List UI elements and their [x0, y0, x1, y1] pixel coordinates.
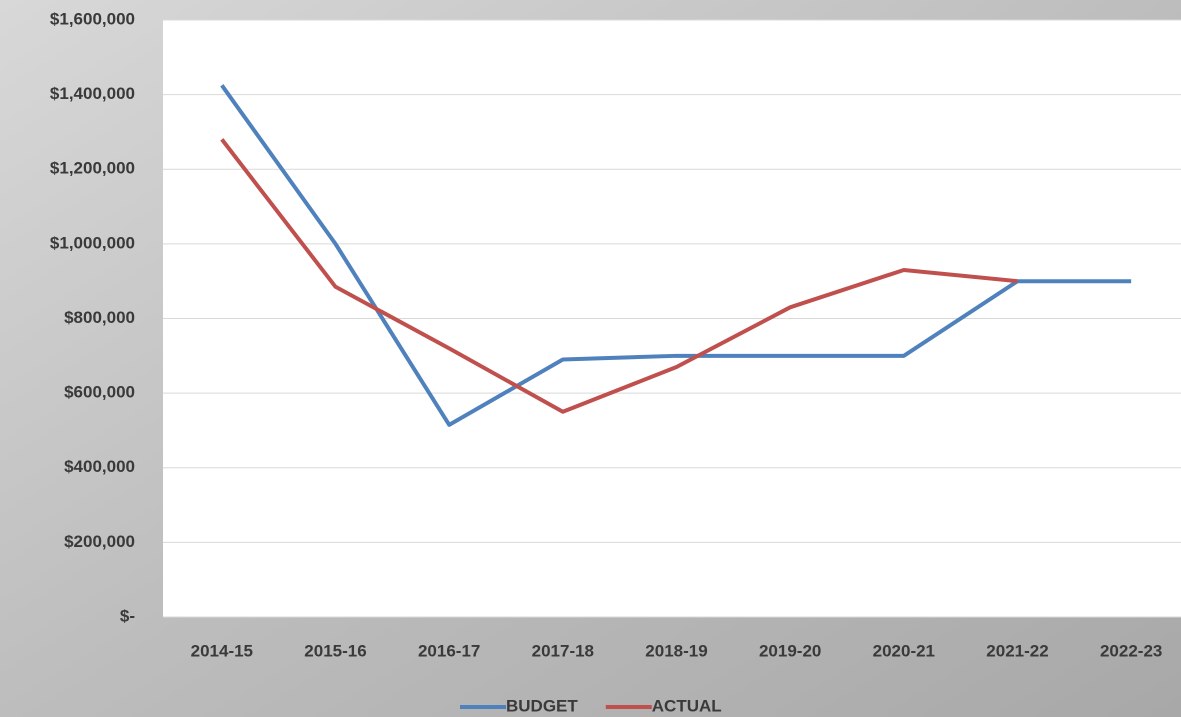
x-tick-label: 2020-21: [873, 641, 935, 660]
y-tick-label: $600,000: [64, 383, 135, 402]
x-tick-label: 2015-16: [304, 641, 366, 660]
y-tick-label: $1,400,000: [50, 84, 135, 103]
y-tick-label: $-: [120, 606, 135, 625]
x-tick-label: 2017-18: [532, 641, 594, 660]
legend-label: ACTUAL: [652, 696, 722, 715]
legend-label: BUDGET: [506, 696, 578, 715]
x-tick-label: 2016-17: [418, 641, 480, 660]
series-line: [220, 138, 1018, 414]
y-tick-label: $200,000: [64, 532, 135, 551]
series-line: [220, 84, 1132, 427]
x-tick-label: 2022-23: [1100, 641, 1162, 660]
x-tick-label: 2021-22: [986, 641, 1048, 660]
y-tick-label: $1,600,000: [50, 9, 135, 28]
y-tick-label: $1,200,000: [50, 159, 135, 178]
x-tick-label: 2018-19: [645, 641, 707, 660]
y-tick-label: $800,000: [64, 308, 135, 327]
x-tick-label: 2014-15: [191, 641, 253, 660]
x-tick-label: 2019-20: [759, 641, 821, 660]
y-tick-label: $1,000,000: [50, 233, 135, 252]
y-tick-label: $400,000: [64, 457, 135, 476]
